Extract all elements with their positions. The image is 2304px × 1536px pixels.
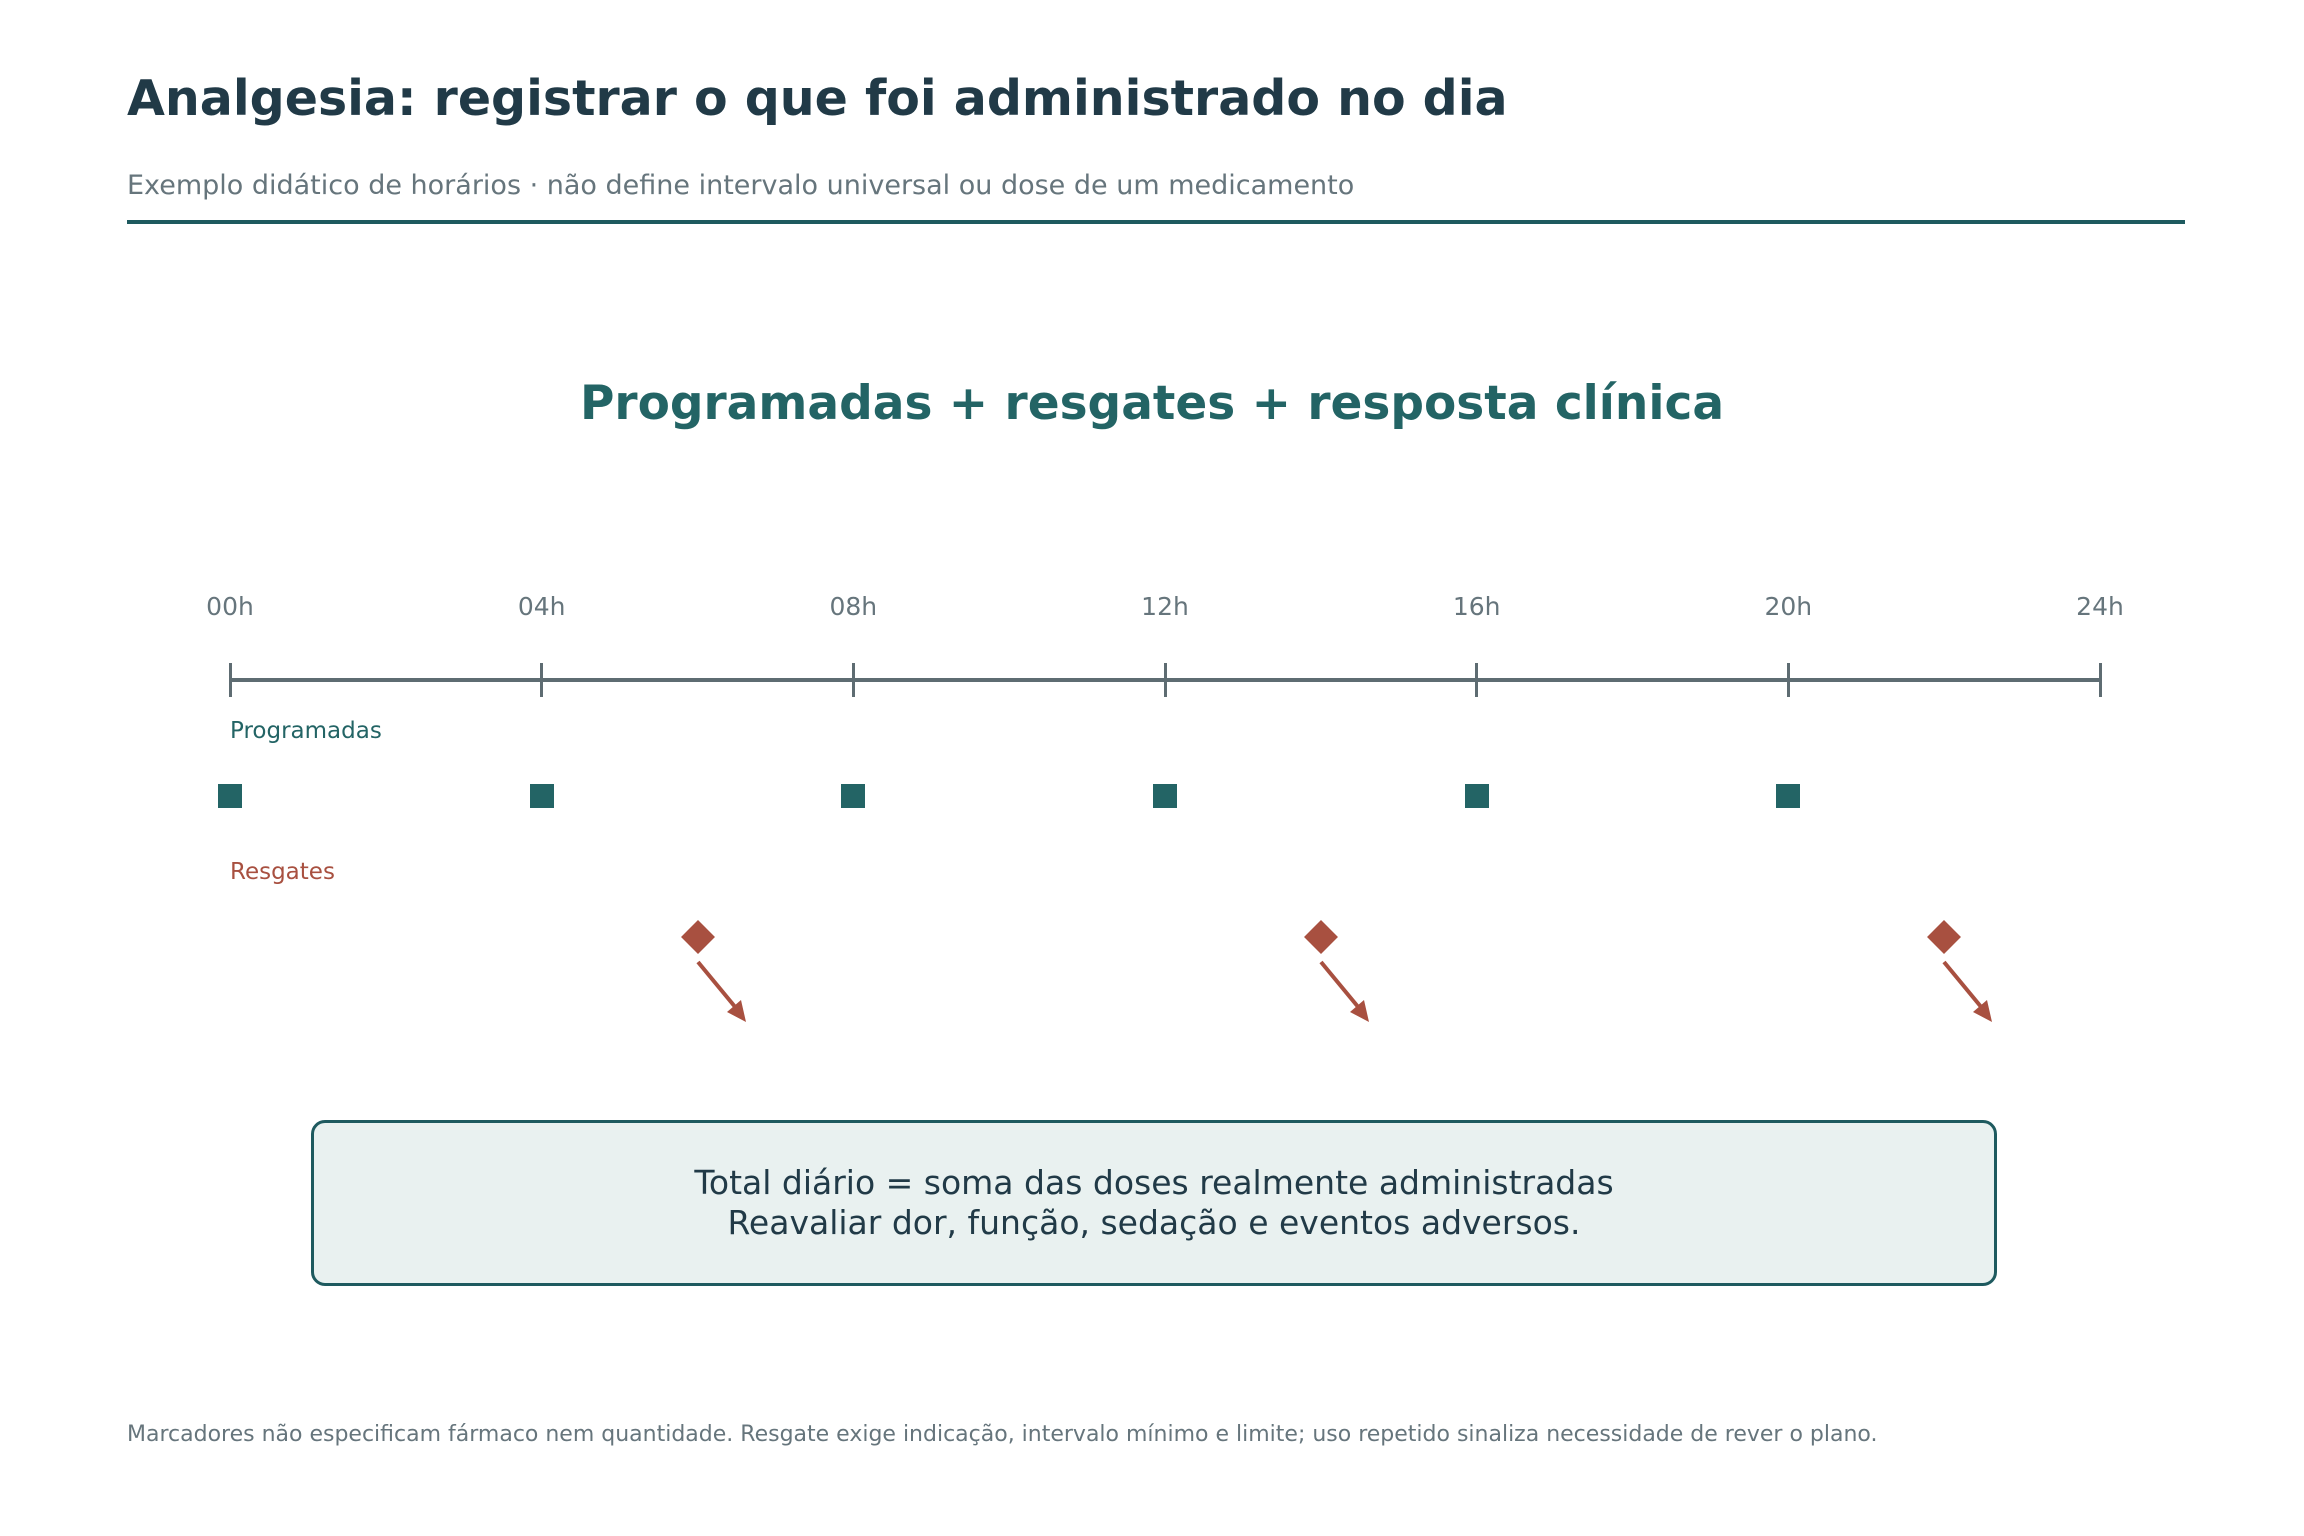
timeline-tick [851,663,855,697]
tick-label: 12h [1141,592,1189,621]
timeline-tick [1163,663,1167,697]
diagram-heading: Programadas + resgates + resposta clínic… [579,376,1725,431]
tick-label: 16h [1452,592,1501,621]
daily-total-box: Total diário = soma das doses realmente … [311,1120,1997,1286]
response-arrow-icon [1942,960,1993,1022]
footnote: Marcadores não especificam fármaco nem q… [127,1422,1878,1447]
page-subtitle: Exemplo didático de horários · não defin… [127,170,1355,201]
rescue-dose-marker [1303,920,1338,954]
tick-label: 00h [206,592,254,621]
scheduled-dose-marker [1464,784,1489,808]
page-title: Analgesia: registrar o que foi administr… [127,70,1508,127]
scheduled-dose-marker [529,784,554,808]
timeline-tick [1475,663,1479,697]
tick-label: 08h [829,592,878,621]
response-arrow-icon [695,960,746,1022]
scheduled-dose-marker [218,784,242,808]
timeline-tick [2098,663,2102,697]
scheduled-row-label: Programadas [230,718,382,744]
tick-label: 24h [2076,592,2124,621]
scheduled-dose-marker [1153,784,1177,808]
rescue-row-label: Resgates [230,859,335,885]
rescue-dose-marker [1927,920,1962,954]
rescue-dose-marker [680,920,715,954]
scheduled-dose-marker [1776,784,1801,808]
title-divider [127,220,2185,224]
response-arrow-icon [1319,960,1369,1022]
tick-label: 20h [1764,592,1813,621]
scheduled-dose-marker [841,784,866,808]
daily-total-line: Total diário = soma das doses realmente … [694,1163,1614,1202]
timeline-tick [228,663,232,697]
tick-label: 04h [517,592,566,621]
reassess-line: Reavaliar dor, função, sedação e eventos… [727,1203,1581,1242]
timeline-tick [540,663,544,697]
timeline-tick [1786,663,1790,697]
